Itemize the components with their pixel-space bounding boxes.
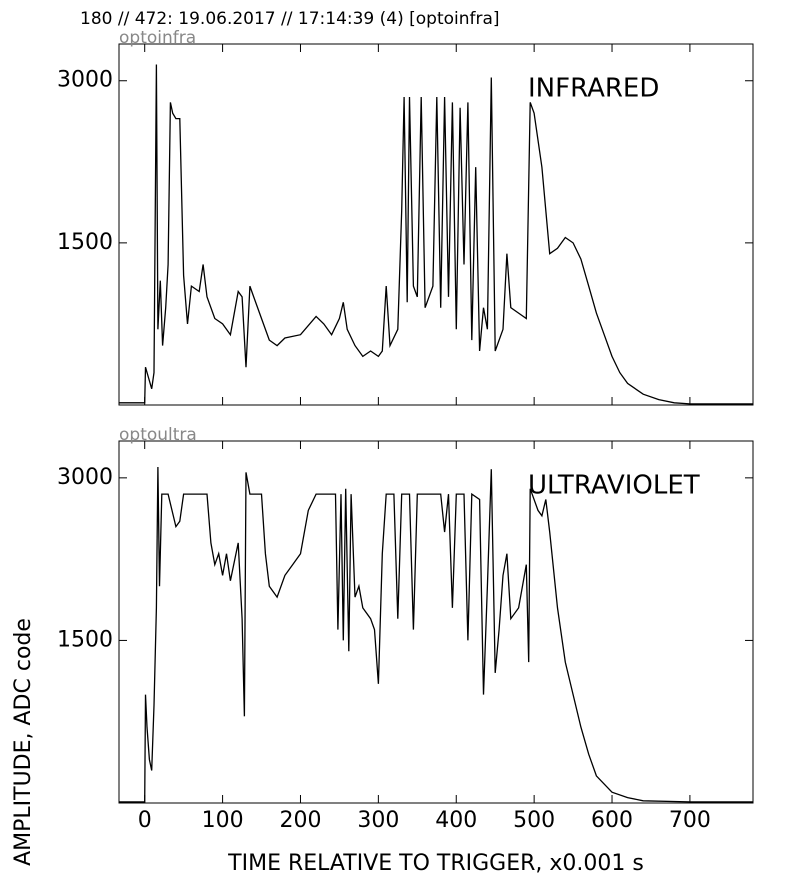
x-tick-label: 0 (138, 808, 152, 833)
panel-source: optoultra (119, 425, 197, 445)
x-tick-label: 700 (669, 808, 711, 833)
plot-frame (118, 440, 754, 804)
x-tick-label: 200 (279, 808, 321, 833)
plot-frame (118, 43, 754, 406)
signal-line (119, 466, 753, 803)
x-tick-label: 600 (591, 808, 633, 833)
signal-line (119, 64, 753, 405)
y-tick-label: 1500 (57, 230, 113, 255)
y-tick-label: 3000 (57, 465, 113, 490)
y-axis-label: AMPLITUDE, ADC code (11, 618, 36, 866)
x-tick-label: 100 (202, 808, 244, 833)
x-tick-label: 300 (357, 808, 399, 833)
x-tick-label: 500 (513, 808, 555, 833)
panel-label: INFRARED (528, 74, 659, 104)
x-axis-label: TIME RELATIVE TO TRIGGER, x0.001 s (227, 851, 644, 876)
panel-label: ULTRAVIOLET (528, 471, 700, 501)
page-title: 180 // 472: 19.06.2017 // 17:14:39 (4) [… (80, 9, 500, 29)
panel-source: optoinfra (119, 28, 196, 48)
y-tick-label: 3000 (57, 68, 113, 93)
y-tick-label: 1500 (57, 627, 113, 652)
x-tick-label: 400 (435, 808, 477, 833)
